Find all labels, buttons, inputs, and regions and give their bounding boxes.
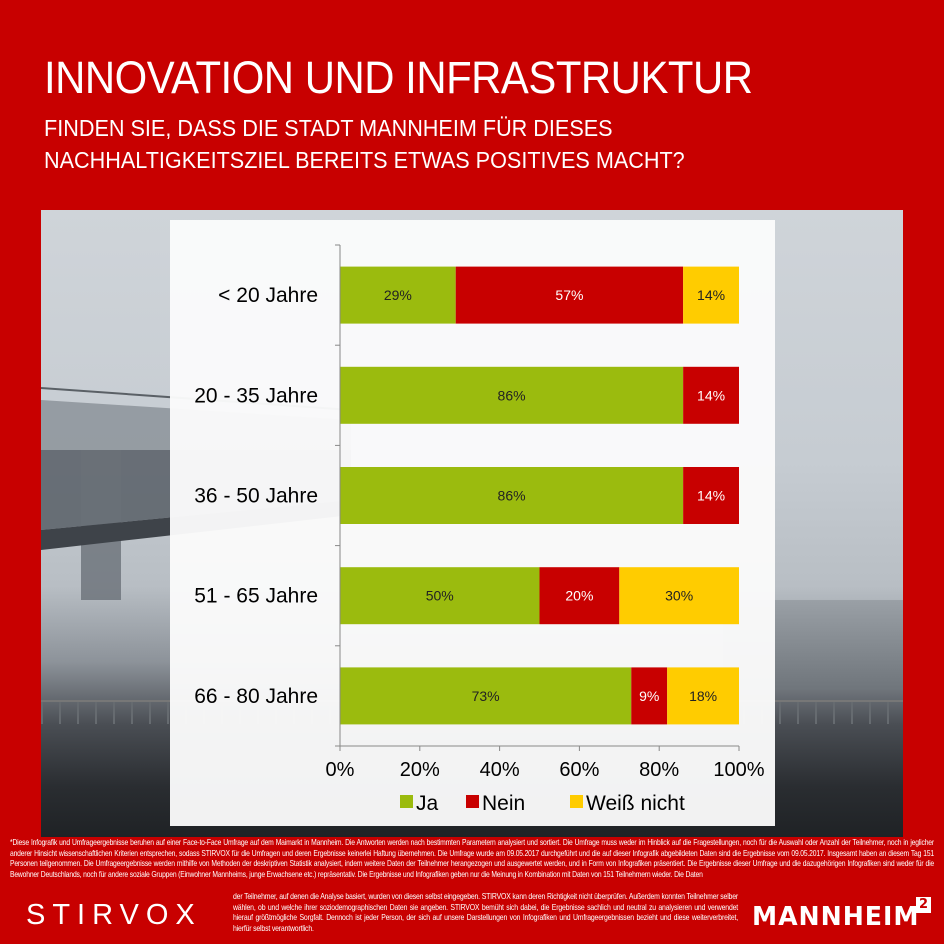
bar-segment-nein [683,366,739,424]
legend-swatch-wei-nicht [570,795,583,808]
stacked-bar-chart: < 20 Jahre 20 - 35 Jahre 36 - 50 Jahre 51 -… [194,244,765,815]
legend-swatch-ja [400,795,413,808]
page-title: INNOVATION UND INFRASTRUKTUR [44,52,753,103]
category-label: < 20 Jahre [218,284,318,307]
chart-panel: < 20 Jahre 20 - 35 Jahre 36 - 50 Jahre 51 -… [170,220,775,826]
mannheim-logo: MANNHEIM [752,902,920,932]
bar-segment-nein [455,266,684,324]
data-label: 18% [689,688,717,704]
category-label: 20 - 35 Jahre [194,384,318,407]
bar-segment-nein [683,467,739,524]
bar-segment-nein [631,667,668,725]
data-label: 20% [565,588,593,604]
data-label: 30% [665,588,693,604]
x-tick-label: 40% [480,759,520,781]
disclaimer-continued-container: der Teilnehmer, auf denen die Analyse ba… [233,892,738,942]
disclaimer-text: *Diese Infografik und Umfrageergebnisse … [10,838,934,879]
data-label: 86% [498,488,526,504]
bar-segment-nein [539,567,620,625]
mannheim-logo-superscript: 2 [916,897,931,913]
x-tick-label: 0% [326,759,355,781]
disclaimer-container: *Diese Infografik und Umfrageergebnisse … [10,838,934,892]
subtitle-line-2: NACHHALTIGKEITSZIEL BEREITS ETWAS POSITI… [44,147,685,173]
bar-segment-wei-nicht [683,266,739,324]
x-tick-label: 80% [639,759,679,781]
bar-segment-ja [340,667,632,725]
legend-label: Weiß nicht [586,792,685,815]
stirvox-logo: STIRVOX [26,899,202,931]
data-label: 9% [639,688,659,704]
data-label: 29% [384,287,412,303]
bar-segment-wei-nicht [667,667,739,725]
data-label: 50% [426,588,454,604]
data-label: 14% [697,387,725,403]
bar-segment-ja [340,366,684,424]
x-tick-label: 60% [559,759,599,781]
legend-swatch-nein [466,795,479,808]
data-label: 57% [555,287,583,303]
legend-label: Nein [482,792,525,815]
category-label: 36 - 50 Jahre [194,485,318,508]
data-label: 14% [697,488,725,504]
x-tick-label: 100% [713,759,764,781]
bar-segment-ja [340,467,684,524]
bar-segment-ja [340,567,540,625]
page-subtitle: FINDEN SIE, DASS DIE STADT MANNHEIM FÜR … [44,112,685,176]
subtitle-line-1: FINDEN SIE, DASS DIE STADT MANNHEIM FÜR … [44,115,613,141]
x-tick-label: 20% [400,759,440,781]
data-label: 86% [498,387,526,403]
data-label: 73% [472,688,500,704]
bar-segment-wei-nicht [619,567,739,625]
bar-segment-ja [340,266,456,324]
data-label: 14% [697,287,725,303]
category-label: 51 - 65 Jahre [194,585,318,608]
legend-label: Ja [416,792,439,815]
category-label: 66 - 80 Jahre [194,685,318,708]
disclaimer-text-continued: der Teilnehmer, auf denen die Analyse ba… [233,892,739,933]
